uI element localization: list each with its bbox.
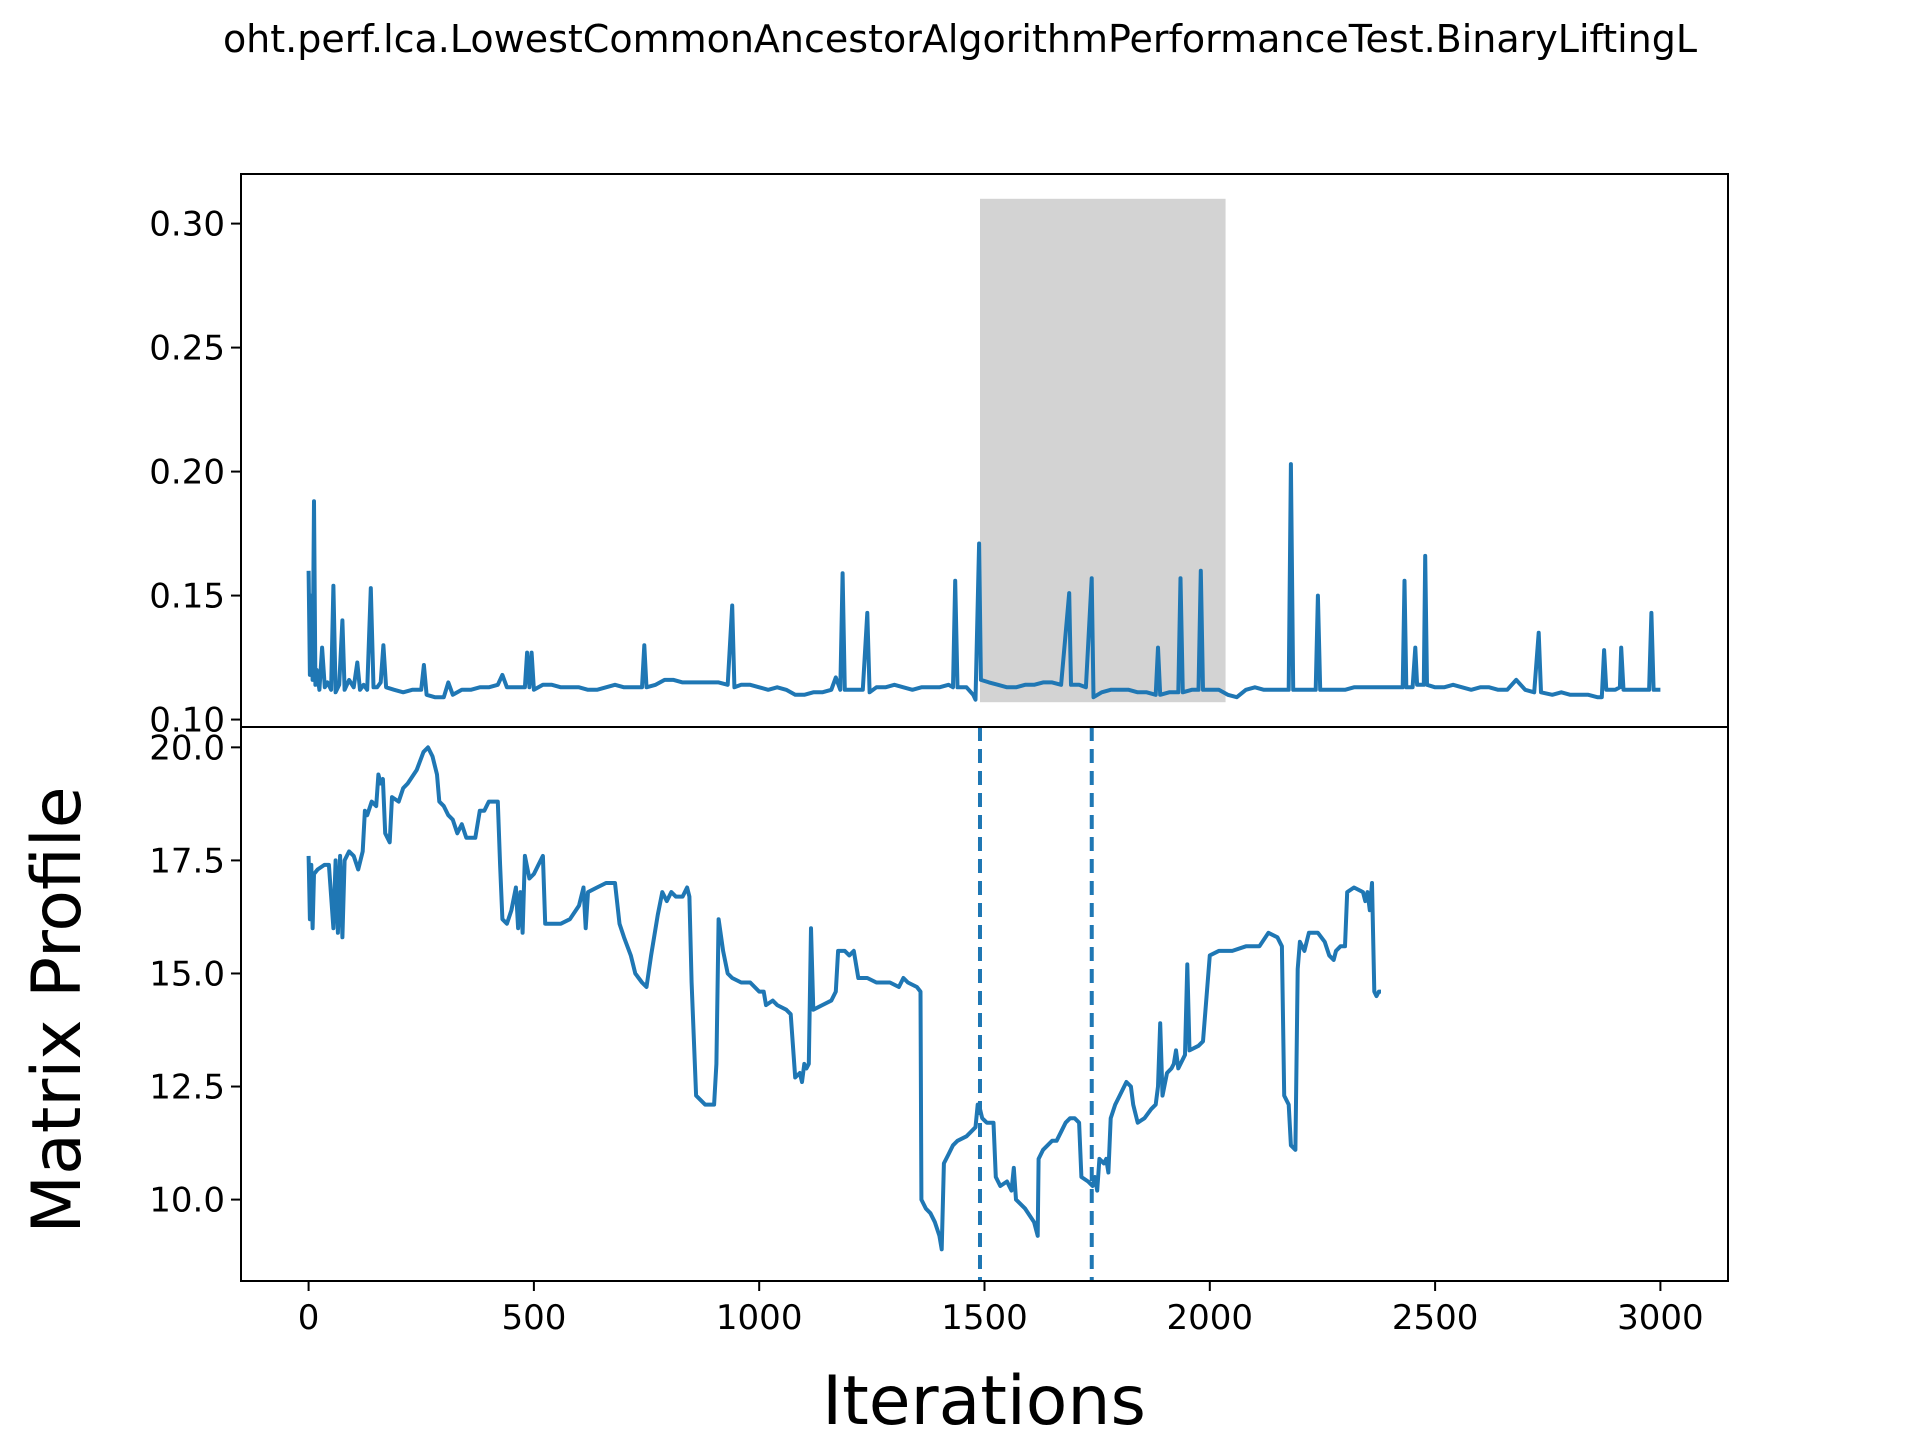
xtick-label: 1500 (941, 1298, 1028, 1338)
bottom-ytick-label: 15.0 (149, 954, 225, 994)
matrix-profile-line (306, 745, 1381, 1252)
x-axis-label: Iterations (822, 1362, 1146, 1440)
xtick-label: 500 (501, 1298, 566, 1338)
xtick-label: 2000 (1167, 1298, 1254, 1338)
xtick-label: 1000 (716, 1298, 803, 1338)
top-ytick-label: 0.20 (149, 453, 225, 493)
bottom-ytick-label: 17.5 (149, 841, 225, 881)
bottom-ytick-label: 10.0 (149, 1181, 225, 1221)
xtick-label: 3000 (1617, 1298, 1704, 1338)
top-highlight-region (979, 198, 1226, 703)
bottom-ytick-label: 12.5 (149, 1068, 225, 1108)
y-axis-label: Matrix Profile (18, 786, 97, 1233)
xtick-label: 2500 (1392, 1298, 1479, 1338)
top-ytick-label: 0.25 (149, 329, 225, 369)
top-ytick-label: 0.10 (149, 701, 225, 741)
top-ytick-label: 0.15 (149, 577, 225, 617)
bottom-panel-frame (240, 726, 1729, 1282)
bottom-ytick-label: 20.0 (149, 728, 225, 768)
top-panel: 0.10 0.15 0.20 0.25 0.30 (149, 198, 1661, 741)
top-series-line (306, 462, 1661, 702)
top-ytick-label: 0.30 (149, 205, 225, 245)
xtick-label: 0 (298, 1298, 320, 1338)
bottom-panel: 10.0 12.5 15.0 17.5 20.0 (149, 727, 1381, 1281)
chart-title: oht.perf.lca.LowestCommonAncestorAlgorit… (223, 17, 1697, 61)
